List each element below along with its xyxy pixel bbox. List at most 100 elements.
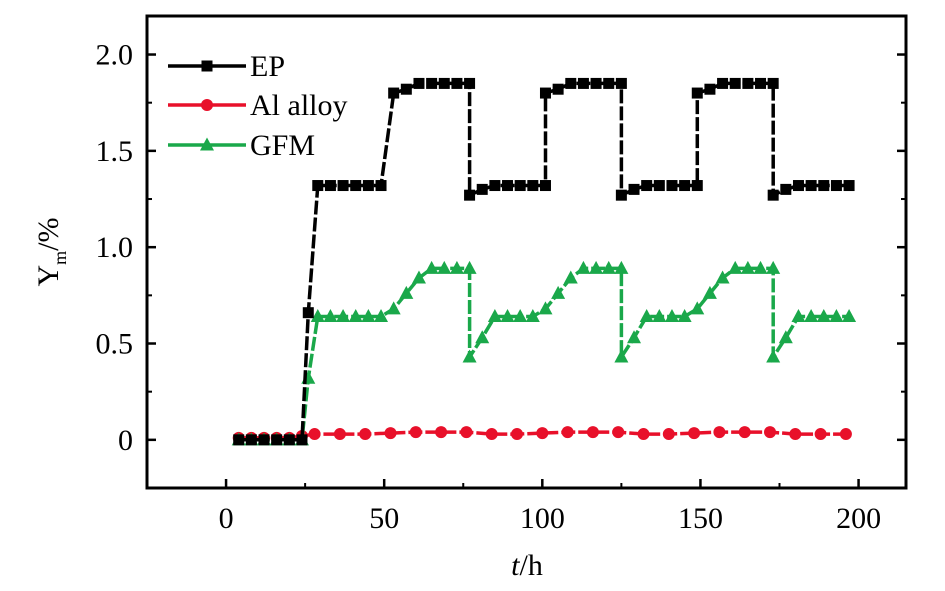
point-al-alloy: [814, 428, 827, 441]
point-gfm: [627, 330, 642, 344]
point-ep: [818, 180, 830, 192]
point-ep: [426, 77, 438, 89]
point-ep: [565, 77, 577, 89]
y-tick-label: 0: [118, 424, 133, 457]
legend-label: Al alloy: [250, 89, 348, 122]
point-al-alloy: [359, 428, 372, 441]
point-gfm: [424, 260, 439, 274]
x-tick-label: 150: [678, 502, 723, 535]
point-ep: [539, 87, 551, 99]
legend-label: EP: [250, 50, 285, 83]
point-ep: [603, 77, 615, 89]
point-al-alloy: [333, 428, 346, 441]
point-ep: [590, 77, 602, 89]
point-gfm: [475, 330, 490, 344]
point-ep: [233, 434, 245, 446]
point-al-alloy: [789, 428, 802, 441]
point-ep: [324, 180, 336, 192]
legend-marker: [201, 99, 213, 111]
point-al-alloy: [460, 426, 473, 439]
point-ep: [552, 83, 564, 95]
point-al-alloy: [839, 428, 852, 441]
legend-marker: [200, 137, 214, 151]
point-gfm: [361, 309, 376, 323]
point-gfm: [399, 285, 414, 299]
point-al-alloy: [561, 426, 574, 439]
point-al-alloy: [637, 428, 650, 441]
legend: EP Al alloy GFM: [168, 50, 348, 162]
point-ep: [830, 180, 842, 192]
series-layer: [231, 77, 857, 446]
point-gfm: [728, 260, 743, 274]
point-gfm: [766, 349, 781, 363]
point-ep: [539, 180, 551, 192]
point-ep: [312, 180, 324, 192]
point-gfm: [842, 309, 857, 323]
point-gfm: [348, 309, 363, 323]
point-ep: [388, 87, 400, 99]
series-al-alloy: [232, 426, 852, 444]
x-tick-label: 200: [836, 502, 881, 535]
point-gfm: [500, 309, 515, 323]
point-ep: [464, 77, 476, 89]
point-ep: [375, 180, 387, 192]
point-ep: [628, 183, 640, 195]
point-al-alloy: [511, 428, 524, 441]
point-al-alloy: [612, 426, 625, 439]
point-ep: [302, 307, 314, 319]
point-ep: [451, 77, 463, 89]
legend-item-gfm: GFM: [168, 129, 315, 162]
point-al-alloy: [713, 426, 726, 439]
point-gfm: [715, 270, 730, 284]
legend-label: GFM: [250, 129, 315, 162]
point-gfm: [778, 330, 793, 344]
x-tick-label: 0: [219, 502, 234, 535]
point-al-alloy: [662, 428, 675, 441]
point-gfm: [753, 260, 768, 274]
point-ep: [577, 77, 589, 89]
y-axis-title: Ym/%: [32, 217, 70, 286]
point-ep: [362, 180, 374, 192]
point-ep: [717, 77, 729, 89]
y-tick-label: 2.0: [96, 39, 134, 72]
series-line-ep: [238, 81, 850, 442]
point-gfm: [411, 270, 426, 284]
point-al-alloy: [738, 426, 751, 439]
point-ep: [615, 189, 627, 201]
y-tick-label: 0.5: [96, 328, 134, 361]
point-gfm: [513, 309, 528, 323]
legend-marker: [201, 60, 213, 72]
point-gfm: [437, 260, 452, 274]
point-gfm: [551, 285, 566, 299]
point-al-alloy: [435, 426, 448, 439]
point-gfm: [462, 260, 477, 274]
point-gfm: [487, 309, 502, 323]
point-ep: [337, 180, 349, 192]
point-gfm: [576, 260, 591, 274]
point-al-alloy: [308, 428, 321, 441]
point-ep: [691, 87, 703, 99]
point-ep: [691, 180, 703, 192]
point-gfm: [664, 309, 679, 323]
point-ep: [742, 77, 754, 89]
point-gfm: [690, 301, 705, 315]
y-axis-label: Ym/%: [32, 217, 70, 286]
point-ep: [413, 77, 425, 89]
series-ep: [233, 77, 855, 446]
point-ep: [704, 83, 716, 95]
point-ep: [464, 189, 476, 201]
point-ep: [755, 77, 767, 89]
legend-item-al-alloy: Al alloy: [168, 89, 348, 122]
point-gfm: [614, 260, 629, 274]
y-tick-label: 1.0: [96, 231, 134, 264]
point-ep: [767, 77, 779, 89]
point-gfm: [677, 309, 692, 323]
point-ep: [350, 180, 362, 192]
y-tick-label: 1.5: [96, 135, 134, 168]
point-gfm: [766, 260, 781, 274]
legend-item-ep: EP: [168, 50, 285, 83]
point-gfm: [652, 309, 667, 323]
point-ep: [666, 180, 678, 192]
point-ep: [489, 180, 501, 192]
